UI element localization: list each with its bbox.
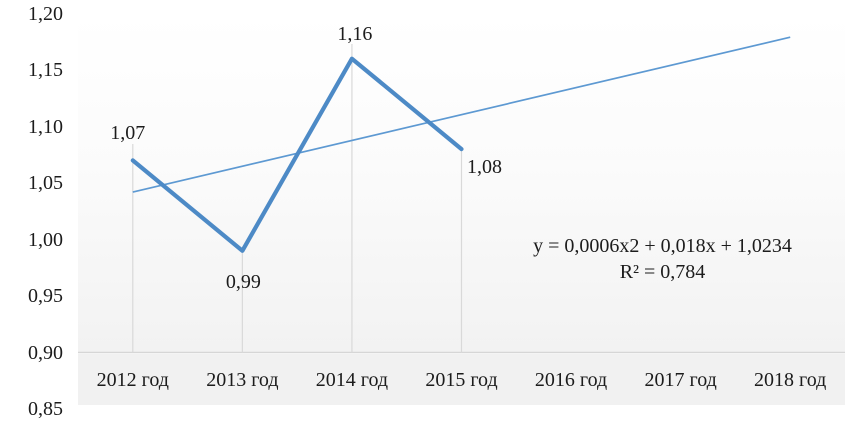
- x-axis-tick-label: 2014 год: [315, 369, 389, 391]
- series-line: [130, 56, 464, 253]
- x-axis-tick-label: 2013 год: [206, 369, 279, 391]
- y-axis-tick-label: 1,05: [28, 172, 63, 194]
- y-axis-tick-label: 1,15: [28, 59, 63, 81]
- y-axis-tick-label: 1,00: [28, 228, 63, 251]
- y-axis-tick-label: 0,95: [28, 285, 63, 307]
- trendline-equation: y = 0,0006x2 + 0,018x + 1,0234: [533, 235, 792, 257]
- x-axis-tick-label: 2017 год: [644, 369, 717, 391]
- data-point-label: 0,99: [225, 270, 261, 293]
- y-axis-tick-label: 1,20: [28, 2, 63, 25]
- trendline: [132, 36, 791, 193]
- data-point-label: 1,08: [467, 156, 502, 179]
- y-axis-tick-label: 1,10: [28, 115, 63, 138]
- x-axis-tick-label: 2015 год: [425, 369, 498, 391]
- trendline-r-squared: R² = 0,784: [619, 261, 706, 283]
- data-point-label: 1,07: [110, 122, 146, 145]
- data-point-label: 1,16: [337, 22, 373, 45]
- x-axis-tick-label: 2018 год: [754, 369, 827, 391]
- x-axis-tick-label: 2012 год: [96, 369, 169, 391]
- y-axis-tick-label: 0,85: [28, 398, 63, 420]
- x-axis-tick-label: 2016 год: [534, 369, 608, 391]
- trendline-equation-block: y = 0,0006x2 + 0,018x + 1,0234 R² = 0,78…: [505, 233, 820, 285]
- y-axis-tick-label: 0,90: [28, 341, 63, 364]
- x-axis-label-strip: [78, 354, 845, 405]
